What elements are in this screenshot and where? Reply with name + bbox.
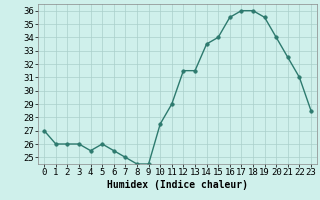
- X-axis label: Humidex (Indice chaleur): Humidex (Indice chaleur): [107, 180, 248, 190]
